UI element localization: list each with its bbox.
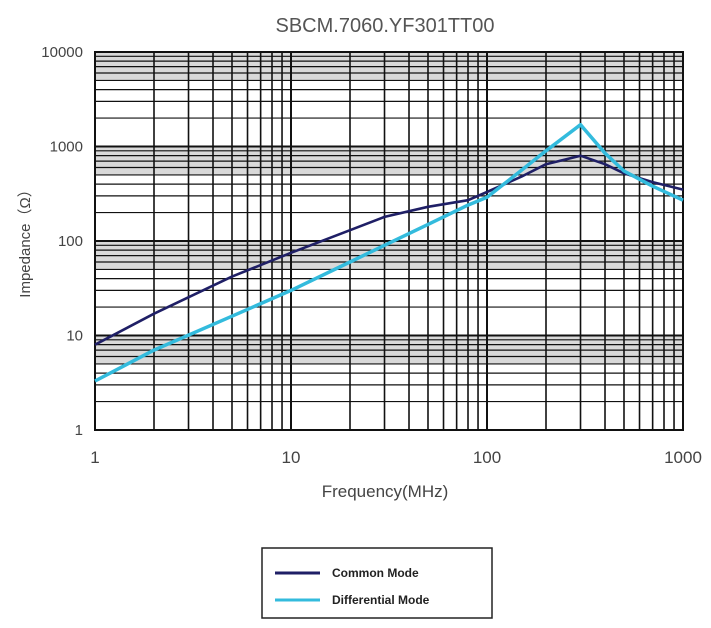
legend-label-common-mode: Common Mode [332,566,419,580]
legend-label-differential-mode: Differential Mode [332,593,430,607]
y-tick-label: 10000 [41,44,83,61]
x-tick-label: 1000 [664,448,702,467]
legend: Common Mode Differential Mode [261,547,493,619]
series-line-common-mode [94,154,684,346]
y-tick-label: 100 [58,233,83,250]
chart-title: SBCM.7060.YF301TT00 [276,15,495,37]
series-lines [94,122,684,383]
plot-frame [94,51,684,431]
y-tick-label: 10 [66,328,83,345]
x-tick-label: 100 [473,448,501,467]
x-tick-labels: 1 10 100 1000 [90,448,702,467]
y-tick-label: 1000 [50,139,83,156]
legend-box [261,547,493,619]
x-axis-label: Frequency(MHz) [322,482,449,501]
x-tick-label: 1 [90,448,99,467]
x-tick-label: 10 [282,448,301,467]
y-axis-label: Impedance（Ω） [17,182,34,297]
y-tick-labels: 1 10 100 1000 10000 [41,44,83,439]
y-tick-label: 1 [75,422,83,439]
series-line-differential-mode [94,122,684,383]
